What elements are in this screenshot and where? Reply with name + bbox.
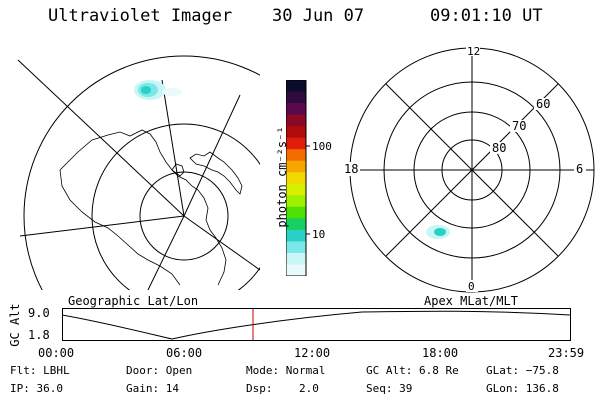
app-title: Ultraviolet Imager — [48, 6, 233, 26]
colorbar-segment — [286, 160, 306, 173]
coastline — [189, 151, 243, 195]
mlat-label-70: 70 — [512, 119, 526, 133]
status-ip-label: IP: — [10, 382, 30, 395]
status-seq-value: 39 — [399, 382, 413, 395]
mlt-label-12: 12 — [467, 45, 480, 58]
status-flt-label: Flt: — [10, 364, 37, 377]
status-seq-label: Seq: — [366, 382, 393, 395]
status-door-label: Door: — [126, 364, 160, 377]
colorbar-segment — [286, 195, 306, 208]
colorbar-tick-10: 10 — [312, 228, 325, 241]
status-gain-label: Gain: — [126, 382, 160, 395]
altitude-tick-low: 1.8 — [28, 328, 50, 342]
colorbar-segment — [286, 172, 306, 185]
colorbar-segment — [286, 252, 306, 265]
status-door-value: Open — [165, 364, 193, 377]
status-dsp-value: 2.0 — [299, 382, 319, 395]
coastline — [171, 163, 185, 177]
meridian-line — [183, 94, 241, 217]
altitude-tick-high: 9.0 — [28, 306, 50, 320]
status-glon-label: GLon: — [486, 382, 520, 395]
status-mode-value: Normal — [285, 364, 326, 377]
colorbar-unit-label: photon cm⁻²s⁻¹ — [275, 126, 289, 228]
apex-title: Apex MLat/MLT — [424, 294, 518, 308]
x-tick-1800: 18:00 — [422, 346, 459, 360]
colorbar-segment — [286, 91, 306, 104]
x-tick-0000: 00:00 — [38, 346, 75, 360]
colorbar-segment — [286, 103, 306, 116]
aurora-emission-polar — [426, 225, 450, 239]
colorbar-segment — [286, 218, 306, 231]
colorbar-segment — [286, 183, 306, 196]
altitude-axis-label: GC Alt — [8, 303, 22, 347]
colorbar-segment — [286, 264, 306, 276]
status-mode-label: Mode: — [246, 364, 280, 377]
meridian-line — [183, 215, 260, 271]
colorbar-segment — [286, 126, 306, 139]
status-dsp-label: Dsp: — [246, 382, 273, 395]
colorbar-segment — [286, 241, 306, 254]
aurora-emission — [134, 80, 182, 100]
polar-plot: 12 18 6 0 60 70 80 — [342, 44, 595, 293]
time-label: 09:01:10 UT — [430, 6, 543, 26]
mlt-label-0: 0 — [468, 280, 475, 293]
mlat-label-80: 80 — [492, 141, 506, 155]
geographic-map — [17, 55, 260, 290]
status-glat-label: GLat: — [486, 364, 520, 377]
status-gain-value: 14 — [165, 382, 179, 395]
x-tick-1200: 12:00 — [294, 346, 331, 360]
lat-circle-outer — [23, 55, 260, 290]
colorbar-segment — [286, 137, 306, 150]
status-glon-value: 136.8 — [525, 382, 559, 395]
colorbar: 100 10 — [286, 80, 332, 276]
colorbar-tick-100: 100 — [312, 140, 332, 153]
coastline — [59, 129, 227, 286]
geographic-title: Geographic Lat/Lon — [68, 294, 199, 308]
meridian-line — [147, 215, 185, 290]
status-gcalt-label: GC Alt: — [366, 364, 413, 377]
altitude-panel — [62, 308, 571, 341]
date-label: 30 Jun 07 — [272, 6, 365, 26]
mlt-label-18: 18 — [344, 162, 358, 176]
colorbar-segment — [286, 229, 306, 242]
mlat-label-60: 60 — [536, 97, 550, 111]
x-tick-2359: 23:59 — [548, 346, 585, 360]
status-flt-value: LBHL — [43, 364, 70, 377]
colorbar-segment — [286, 80, 306, 93]
colorbar-segment — [286, 206, 306, 219]
colorbar-segment — [286, 149, 306, 162]
meridian-line — [17, 59, 185, 217]
meridian-line — [161, 79, 185, 217]
meridian-line — [19, 215, 185, 237]
status-ip-value: 36.0 — [36, 382, 64, 395]
colorbar-segment — [286, 114, 306, 127]
status-gcalt-value: 6.8 Re — [418, 364, 459, 377]
status-glat-value: −75.8 — [525, 364, 559, 377]
altitude-curve — [62, 310, 571, 340]
x-tick-0600: 06:00 — [166, 346, 203, 360]
mlt-label-6: 6 — [576, 162, 583, 176]
lat-circle-mid — [91, 123, 260, 290]
